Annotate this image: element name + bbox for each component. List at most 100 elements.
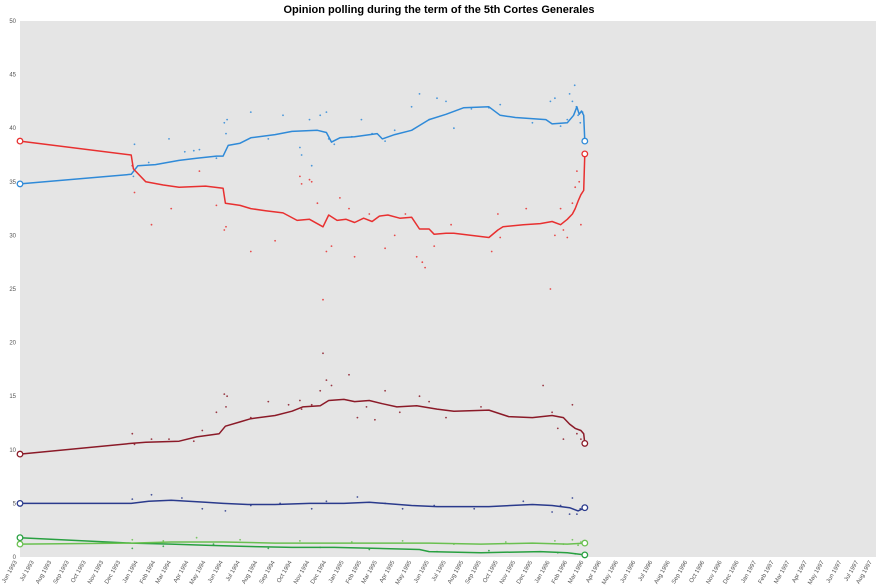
x-tick-label: Mar 1996	[568, 559, 586, 585]
endpoint-marker	[581, 150, 589, 158]
poll-point	[131, 538, 134, 541]
x-tick-label: Aug 1993	[35, 559, 53, 585]
y-tick-label: 35	[9, 180, 16, 186]
poll-point	[223, 121, 226, 124]
poll-point	[574, 186, 577, 189]
poll-point	[368, 213, 371, 215]
endpoint-markers	[16, 137, 589, 559]
poll-point	[267, 547, 270, 550]
poll-point	[551, 411, 553, 414]
poll-point	[365, 406, 368, 408]
poll-point	[133, 143, 136, 146]
poll-point	[549, 100, 552, 103]
poll-point	[132, 175, 135, 178]
poll-point	[287, 403, 290, 406]
poll-point	[428, 400, 430, 403]
poll-point	[393, 234, 396, 237]
x-tick-label: Apr 1996	[586, 559, 604, 584]
x-tick-label: Jan 1994	[122, 559, 140, 584]
poll-point	[150, 438, 153, 440]
x-tick-label: Sep 1994	[259, 559, 277, 585]
x-tick-label: Jul 1996	[638, 559, 655, 582]
poll-point	[353, 255, 356, 258]
poll-point	[571, 497, 574, 499]
poll-point	[198, 148, 201, 151]
poll-point	[559, 125, 562, 127]
poll-point	[549, 288, 552, 290]
poll-point	[384, 389, 386, 392]
y-tick-label: 15	[9, 394, 16, 400]
x-tick-label: Jan 1997	[741, 559, 759, 584]
x-tick-label: Nov 1993	[87, 559, 105, 585]
x-tick-label: Jan 1996	[534, 559, 552, 584]
poll-point	[310, 507, 313, 510]
endpoint-marker	[16, 540, 24, 548]
poll-point	[556, 427, 559, 430]
poll-point	[299, 146, 301, 149]
y-tick-label: 40	[9, 126, 16, 132]
trend-line	[19, 536, 585, 556]
poll-point	[225, 225, 227, 228]
x-tick-label: Oct 1993	[70, 559, 88, 584]
poll-point	[215, 411, 218, 414]
poll-point	[267, 138, 270, 140]
x-tick-label: Oct 1994	[276, 559, 294, 584]
poll-point	[580, 541, 582, 543]
poll-point	[410, 105, 413, 108]
trend-line	[19, 140, 586, 239]
poll-point	[225, 406, 227, 408]
poll-point	[398, 411, 401, 414]
endpoint-marker	[581, 551, 589, 559]
poll-point	[308, 118, 311, 121]
poll-point	[299, 175, 301, 178]
poll-point	[562, 229, 565, 231]
x-tick-label: Dec 1993	[104, 559, 122, 585]
poll-point	[568, 513, 571, 515]
x-tick-label: May 1994	[189, 559, 208, 585]
x-axis: Jun 1993 Jul 1993 Aug 1993 Sep 1993 Oct 1993…	[1, 559, 874, 585]
poll-point	[418, 395, 421, 398]
poll-point	[401, 540, 404, 542]
y-tick-label: 50	[9, 19, 16, 25]
poll-point	[316, 202, 319, 205]
poll-point	[201, 507, 204, 510]
poll-point	[576, 513, 578, 515]
x-tick-label: Dec 1996	[723, 559, 741, 585]
endpoint-marker	[16, 137, 24, 145]
x-tick-label: Aug 1996	[654, 559, 672, 585]
endpoint-marker	[581, 504, 589, 512]
poll-point	[368, 548, 371, 551]
poll-point	[319, 114, 322, 117]
poll-point	[150, 493, 153, 496]
x-tick-label: Apr 1995	[379, 559, 397, 584]
endpoint-marker	[581, 137, 589, 145]
poll-point	[384, 140, 386, 143]
poll-point	[418, 93, 421, 95]
poll-point	[224, 510, 227, 512]
poll-point	[488, 549, 490, 552]
poll-point	[198, 170, 201, 173]
poll-point	[360, 118, 363, 121]
poll-point	[424, 266, 426, 269]
poll-point	[499, 236, 502, 239]
poll-point	[490, 250, 493, 253]
poll-point	[374, 418, 376, 421]
x-tick-label: Jun 1993	[1, 559, 19, 584]
y-tick-label: 5	[13, 501, 17, 507]
poll-point	[393, 129, 396, 132]
x-tick-label: Jun 1994	[207, 559, 225, 584]
poll-point	[551, 511, 553, 513]
poll-point	[554, 234, 556, 237]
poll-point	[470, 108, 473, 110]
poll-point	[131, 498, 134, 500]
x-tick-label: Oct 1995	[482, 559, 500, 584]
poll-point	[384, 247, 386, 250]
poll-point	[404, 213, 407, 215]
poll-point	[310, 180, 313, 183]
x-tick-label: Dec 1994	[310, 559, 328, 585]
poll-point	[310, 164, 313, 167]
poll-point	[249, 111, 252, 113]
poll-point	[215, 157, 218, 160]
poll-point	[522, 500, 525, 503]
